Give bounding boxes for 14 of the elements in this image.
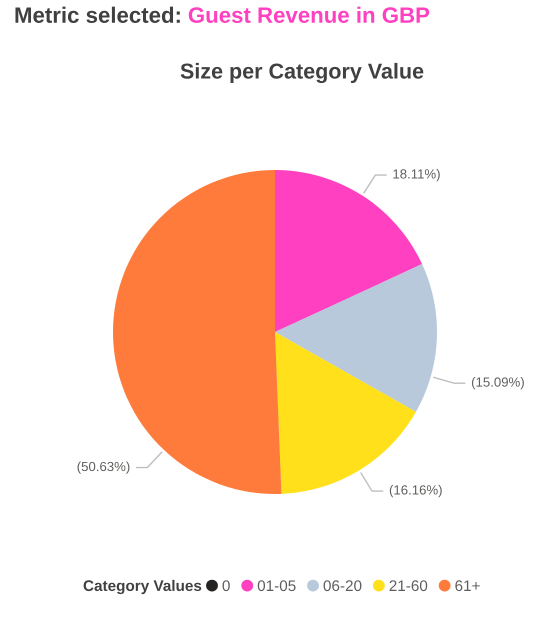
text: Metric selected: — [15, 6, 180, 23]
legend-title: Category Values — [84, 580, 202, 594]
legend-label: 06-20 — [324, 580, 362, 592]
legend-label: 61+ — [455, 580, 480, 592]
data-label: 18.11%) — [393, 168, 440, 182]
data-label: (16.16%) — [390, 484, 442, 498]
pie-slice — [275, 264, 437, 412]
data-label: (15.09%) — [472, 377, 524, 390]
chart-title: Size per Category Value — [180, 62, 424, 84]
legend-label: 01-05 — [258, 580, 296, 592]
legend-label: 0 — [222, 580, 230, 592]
data-label: (50.63%) — [78, 461, 130, 474]
text: Guest Revenue in GBP — [188, 6, 430, 23]
legend-label: 21-60 — [390, 580, 428, 592]
